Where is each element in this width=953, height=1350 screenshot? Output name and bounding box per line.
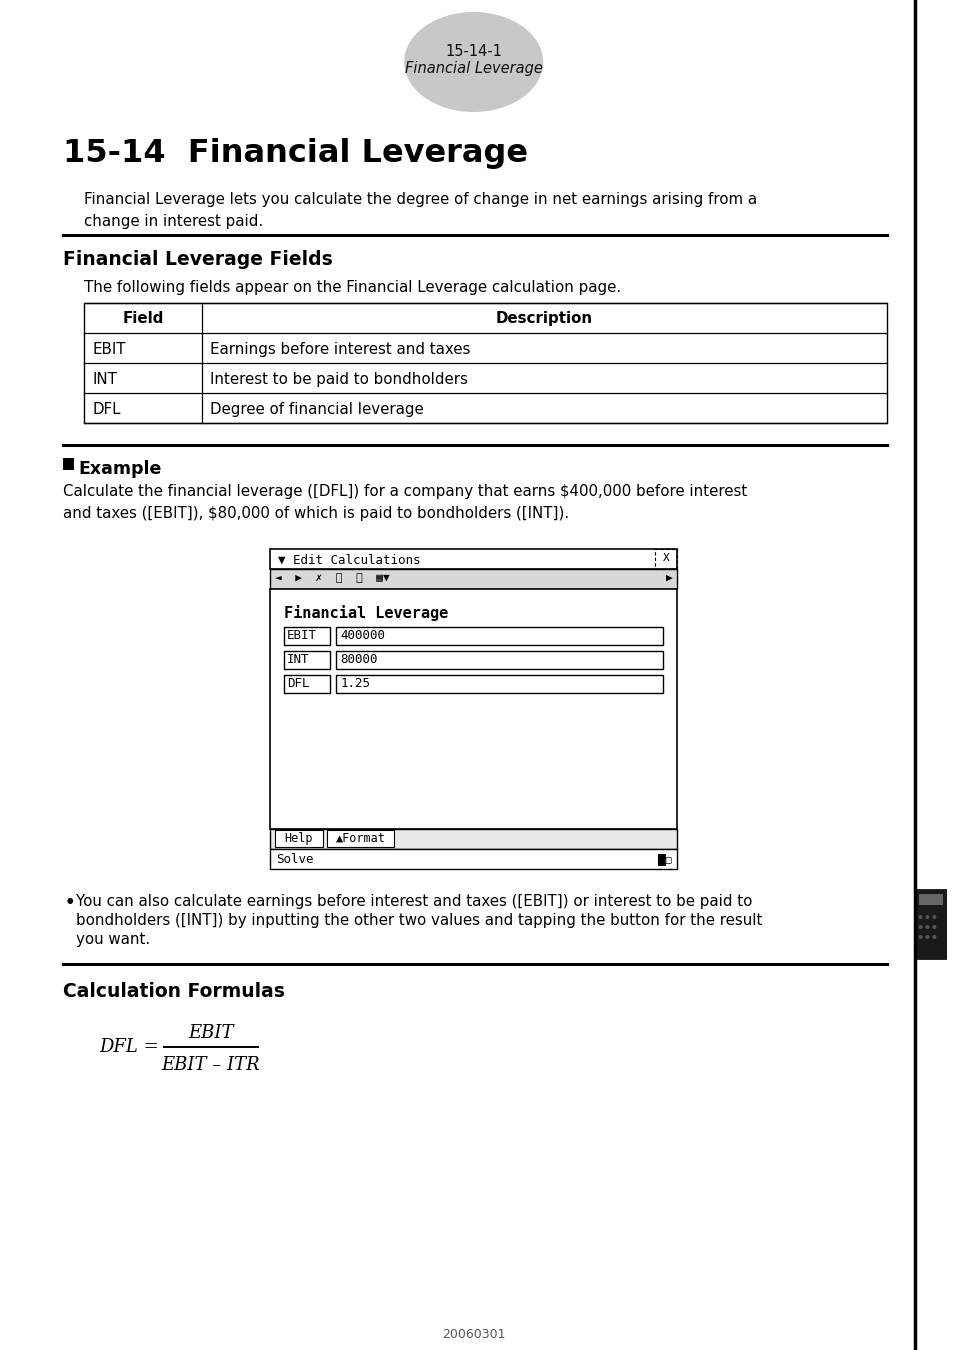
Text: Degree of financial leverage: Degree of financial leverage <box>210 402 423 417</box>
Text: Financial Leverage Fields: Financial Leverage Fields <box>63 250 332 269</box>
Text: 15-14-1: 15-14-1 <box>445 45 501 59</box>
Bar <box>918 894 943 904</box>
Text: X: X <box>662 554 669 563</box>
Text: Financial Leverage lets you calculate the degree of change in net earnings arisi: Financial Leverage lets you calculate th… <box>84 192 757 230</box>
Text: Solve: Solve <box>275 853 314 865</box>
Text: 20060301: 20060301 <box>441 1328 505 1341</box>
Circle shape <box>931 936 936 940</box>
Text: ◄  ▶  ✗  ⎘  ⎙  ▦▼: ◄ ▶ ✗ ⎘ ⎙ ▦▼ <box>274 572 390 583</box>
Bar <box>335 626 662 645</box>
Bar <box>335 651 662 670</box>
Text: Interest to be paid to bondholders: Interest to be paid to bondholders <box>210 373 467 387</box>
Text: INT: INT <box>92 373 117 387</box>
Circle shape <box>924 915 928 919</box>
Text: ▲Format: ▲Format <box>335 832 385 845</box>
Text: EBIT: EBIT <box>92 342 126 356</box>
Text: ▐█□: ▐█□ <box>653 853 671 865</box>
Text: 80000: 80000 <box>340 653 377 666</box>
Text: You can also calculate earnings before interest and taxes ([EBIT]) or interest t: You can also calculate earnings before i… <box>76 894 752 909</box>
Bar <box>274 830 322 846</box>
Text: •: • <box>65 894 75 913</box>
Circle shape <box>918 936 922 940</box>
Text: bondholders ([INT]) by inputting the other two values and tapping the button for: bondholders ([INT]) by inputting the oth… <box>76 913 762 927</box>
Text: Calculate the financial leverage ([DFL]) for a company that earns $400,000 befor: Calculate the financial leverage ([DFL])… <box>63 485 746 521</box>
Bar <box>914 890 946 958</box>
Text: EBIT: EBIT <box>188 1025 233 1042</box>
Text: EBIT – ITR: EBIT – ITR <box>161 1056 260 1075</box>
Text: you want.: you want. <box>76 931 151 946</box>
Text: Example: Example <box>78 460 162 478</box>
Text: 1.25: 1.25 <box>340 676 370 690</box>
Bar <box>655 549 677 568</box>
Text: Description: Description <box>496 310 592 325</box>
Bar <box>270 568 677 589</box>
Text: Help: Help <box>284 832 313 845</box>
Bar <box>84 302 885 423</box>
Circle shape <box>931 925 936 929</box>
Text: Field: Field <box>122 310 164 325</box>
Text: DFL: DFL <box>287 676 309 690</box>
Text: DFL =: DFL = <box>99 1038 159 1056</box>
Circle shape <box>931 915 936 919</box>
Text: EBIT: EBIT <box>287 629 316 643</box>
Circle shape <box>924 925 928 929</box>
Text: Calculation Formulas: Calculation Formulas <box>63 981 284 1000</box>
Text: The following fields appear on the Financial Leverage calculation page.: The following fields appear on the Finan… <box>84 279 620 296</box>
Text: INT: INT <box>287 653 309 666</box>
Text: 400000: 400000 <box>340 629 385 643</box>
Text: DFL: DFL <box>92 402 121 417</box>
Bar <box>284 626 330 645</box>
Circle shape <box>918 915 922 919</box>
Ellipse shape <box>404 12 542 112</box>
Text: 15-14  Financial Leverage: 15-14 Financial Leverage <box>63 138 527 169</box>
Bar <box>63 458 74 470</box>
Text: Financial Leverage: Financial Leverage <box>284 605 448 621</box>
Text: Earnings before interest and taxes: Earnings before interest and taxes <box>210 342 470 356</box>
Circle shape <box>924 936 928 940</box>
Bar <box>284 675 330 693</box>
Text: Financial Leverage: Financial Leverage <box>404 61 542 76</box>
Text: ▶: ▶ <box>665 572 672 583</box>
Bar <box>270 589 677 829</box>
Bar <box>326 830 394 846</box>
Bar <box>270 549 677 568</box>
Bar <box>284 651 330 670</box>
Circle shape <box>918 925 922 929</box>
Bar <box>270 829 677 849</box>
Bar <box>335 675 662 693</box>
Bar <box>270 849 677 869</box>
Text: ▼ Edit Calculations: ▼ Edit Calculations <box>277 554 420 566</box>
